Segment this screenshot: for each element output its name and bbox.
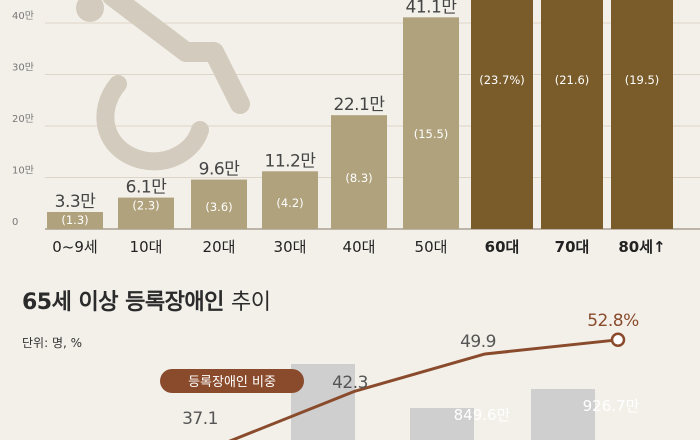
bar <box>118 197 174 229</box>
bar <box>611 0 673 229</box>
bar <box>331 115 387 229</box>
bar-value-label: 9.6만 <box>199 160 241 180</box>
wheelchair-icon <box>76 0 250 171</box>
y-tick-label: 30만 <box>12 62 34 74</box>
bar-value-label: 3.3만 <box>55 192 97 212</box>
bar <box>541 0 603 229</box>
x-tick-label: 60대 <box>485 238 520 256</box>
line-value-label: 37.1 <box>182 409 218 429</box>
legend-label: 등록장애인 비중 <box>188 375 276 390</box>
bar-value-label: 41.1만 <box>406 0 458 17</box>
y-tick-label: 10만 <box>12 165 34 177</box>
x-tick-label: 20대 <box>203 238 236 256</box>
bar-share-label: (19.5) <box>625 73 660 87</box>
bar-share-label: (2.3) <box>132 199 159 213</box>
bar-value-label: 6.1만 <box>126 178 168 198</box>
background-bar <box>531 389 595 440</box>
wheelchair-frame <box>102 0 250 114</box>
line-value-label: 49.9 <box>460 332 496 352</box>
bar-share-label: (4.2) <box>276 196 303 210</box>
bar-share-label: (15.5) <box>414 127 449 141</box>
wheelchair-wheel <box>96 75 209 171</box>
x-tick-label: 70대 <box>555 238 590 256</box>
bar-share-label: (3.6) <box>205 200 232 214</box>
wheelchair-head <box>76 0 104 22</box>
line-value-label: 42.3 <box>332 373 368 393</box>
x-tick-label: 40대 <box>343 238 376 256</box>
bar <box>471 0 533 229</box>
bar <box>191 179 247 229</box>
bar <box>262 171 318 229</box>
unit-note: 단위: 명, % <box>22 336 83 350</box>
bar-share-label: (21.6) <box>555 73 590 87</box>
trend-line <box>228 338 619 440</box>
age-bars: 3.3만(1.3) 0~9세 6.1만(2.3) 10대 9.6만 (3.6) 20대 11.… <box>47 0 673 256</box>
bar <box>47 212 103 229</box>
bar-share-label: (8.3) <box>345 171 372 185</box>
trend-line-chart: 849.6만 926.7만 37.1 42.3 49.9 52.8% 등록장애인 비중 <box>160 311 640 440</box>
background-bar <box>410 408 474 440</box>
bar <box>403 17 459 230</box>
x-tick-label: 50대 <box>415 238 448 256</box>
y-tick-label: 20만 <box>12 113 34 125</box>
trend-endpoint <box>610 332 626 348</box>
x-tick-label: 0~9세 <box>52 238 97 256</box>
line-value-label: 52.8% <box>587 311 639 331</box>
x-tick-label: 30대 <box>274 238 307 256</box>
bar-value-label: 22.1만 <box>334 95 386 115</box>
bar-share-label: (1.3) <box>61 213 88 227</box>
background-bar-label: 926.7만 <box>583 397 640 415</box>
x-tick-label: 10대 <box>130 238 163 256</box>
bar-share-label: (23.7%) <box>479 73 525 87</box>
bar-value-label: 11.2만 <box>265 151 317 171</box>
line-chart-title-bold: 65세 이상 등록장애인 <box>22 290 224 315</box>
background-bar-label: 849.6만 <box>454 406 511 424</box>
y-tick-label: 40만 <box>12 10 34 22</box>
legend-pill <box>160 369 304 393</box>
line-chart-title: 65세 이상 등록장애인 추이 <box>22 284 271 316</box>
line-chart-title-light: 추이 <box>231 290 271 315</box>
x-tick-label: 80세↑ <box>618 238 665 256</box>
y-tick-label: 0 <box>12 217 18 228</box>
